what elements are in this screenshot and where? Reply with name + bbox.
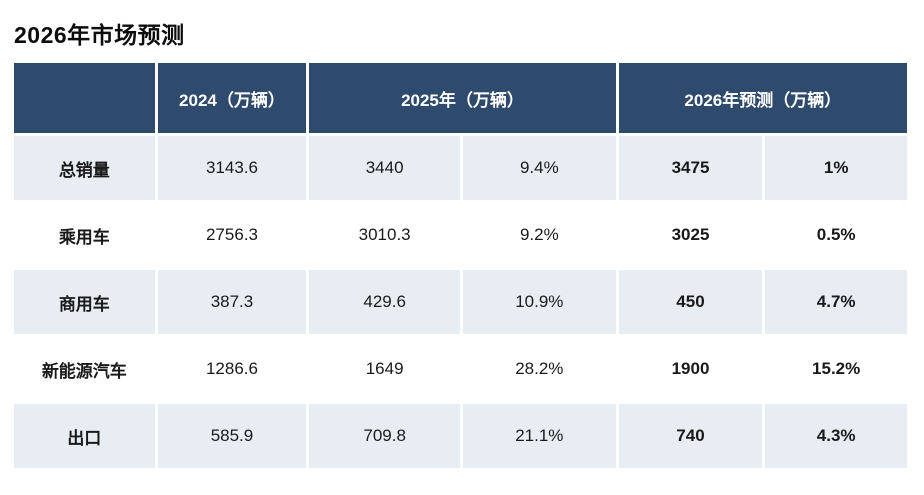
cell-2026-growth: 0.5% — [765, 203, 907, 267]
row-label: 出口 — [14, 404, 155, 468]
cell-2026-value: 1900 — [618, 337, 763, 401]
table-row: 总销量 3143.6 3440 9.4% 3475 1% — [14, 136, 907, 200]
cell-2026-value: 740 — [618, 404, 763, 468]
forecast-table: 2024（万辆） 2025年（万辆） 2026年预测（万辆） 总销量 3143.… — [11, 60, 910, 471]
cell-2024: 2756.3 — [157, 203, 307, 267]
cell-2024: 1286.6 — [157, 337, 307, 401]
cell-2025-value: 709.8 — [309, 404, 460, 468]
cell-2026-value: 450 — [618, 270, 763, 334]
cell-2024: 387.3 — [157, 270, 307, 334]
cell-2025-growth: 9.2% — [462, 203, 616, 267]
header-row: 2024（万辆） 2025年（万辆） 2026年预测（万辆） — [14, 63, 907, 133]
row-label: 商用车 — [14, 270, 155, 334]
row-label: 新能源汽车 — [14, 337, 155, 401]
table-row: 新能源汽车 1286.6 1649 28.2% 1900 15.2% — [14, 337, 907, 401]
cell-2025-value: 3440 — [309, 136, 460, 200]
cell-2026-growth: 4.3% — [765, 404, 907, 468]
cell-2026-value: 3025 — [618, 203, 763, 267]
header-2026-forecast: 2026年预测（万辆） — [618, 63, 907, 133]
cell-2026-growth: 4.7% — [765, 270, 907, 334]
cell-2024: 585.9 — [157, 404, 307, 468]
cell-2026-growth: 1% — [765, 136, 907, 200]
cell-2025-growth: 9.4% — [462, 136, 616, 200]
cell-2024: 3143.6 — [157, 136, 307, 200]
row-label: 乘用车 — [14, 203, 155, 267]
header-corner-cell — [14, 63, 155, 133]
table-row: 乘用车 2756.3 3010.3 9.2% 3025 0.5% — [14, 203, 907, 267]
header-2025: 2025年（万辆） — [309, 63, 616, 133]
table-row: 出口 585.9 709.8 21.1% 740 4.3% — [14, 404, 907, 468]
cell-2025-value: 429.6 — [309, 270, 460, 334]
cell-2025-value: 1649 — [309, 337, 460, 401]
cell-2025-growth: 21.1% — [462, 404, 616, 468]
cell-2025-growth: 10.9% — [462, 270, 616, 334]
row-label: 总销量 — [14, 136, 155, 200]
page-title: 2026年市场预测 — [14, 22, 185, 48]
table-row: 商用车 387.3 429.6 10.9% 450 4.7% — [14, 270, 907, 334]
cell-2026-growth: 15.2% — [765, 337, 907, 401]
cell-2025-growth: 28.2% — [462, 337, 616, 401]
cell-2025-value: 3010.3 — [309, 203, 460, 267]
cell-2026-value: 3475 — [618, 136, 763, 200]
header-2024: 2024（万辆） — [157, 63, 307, 133]
